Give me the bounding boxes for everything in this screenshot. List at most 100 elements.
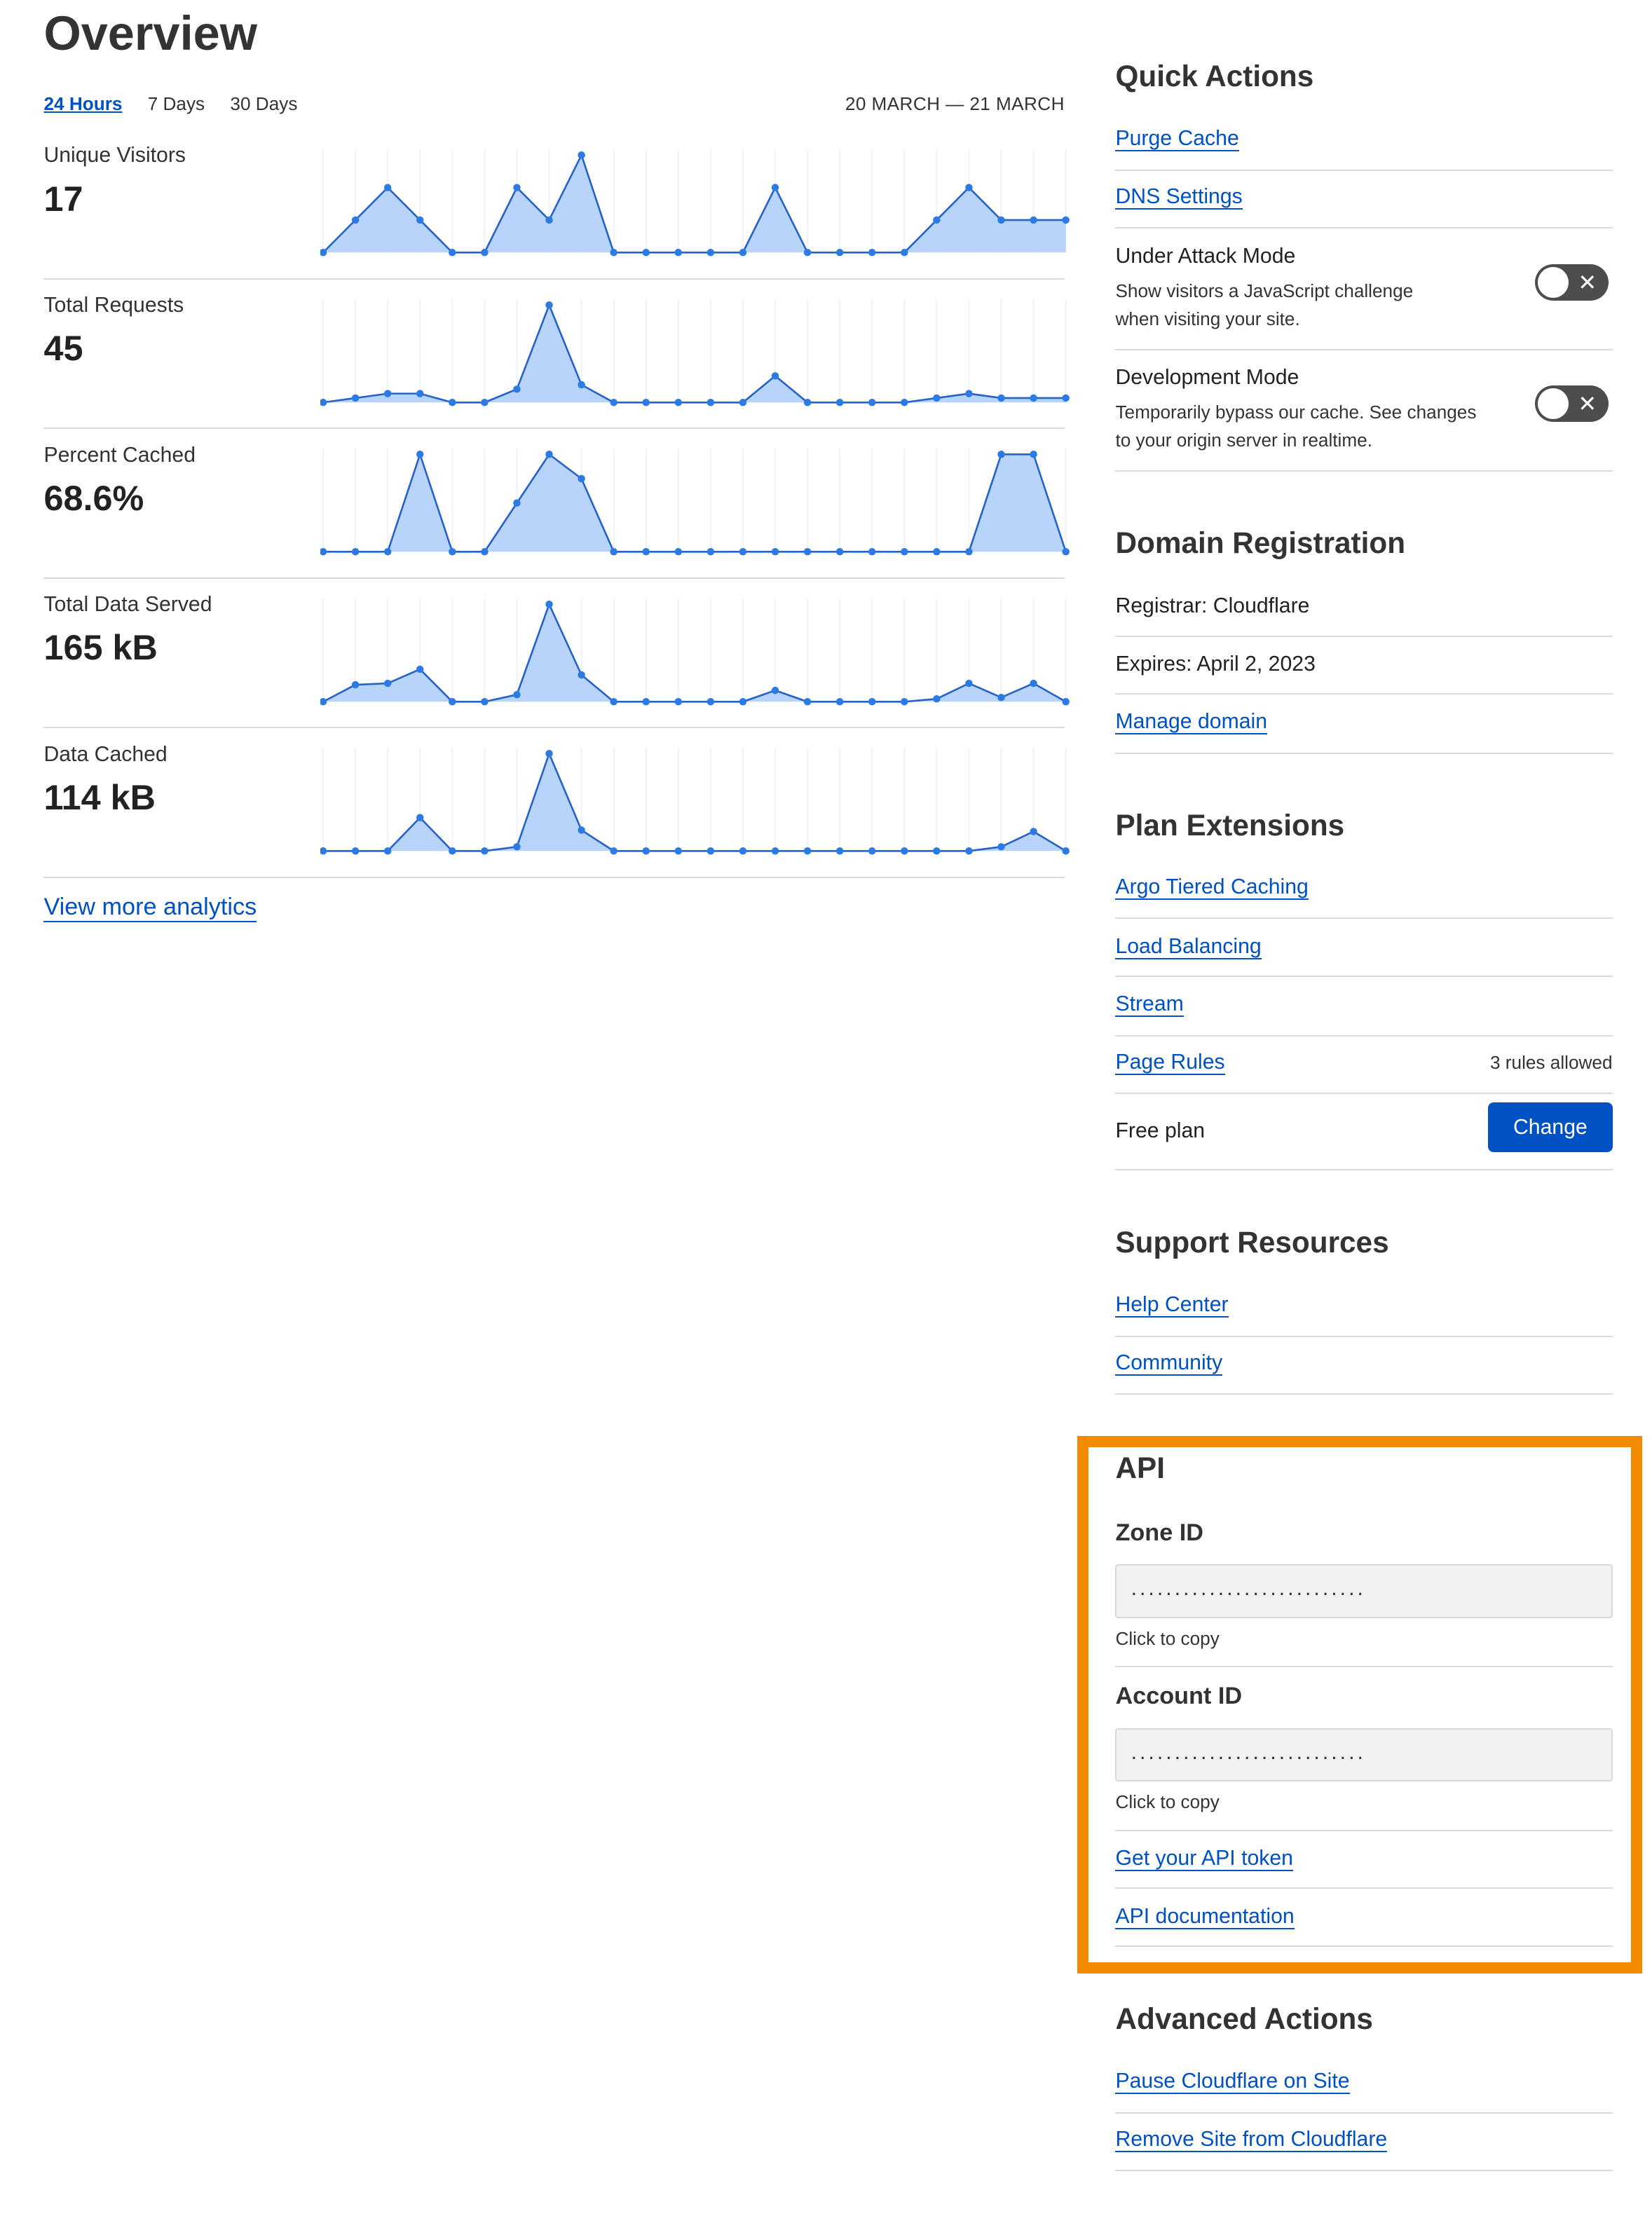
data-point[interactable] <box>384 390 392 397</box>
data-point[interactable] <box>320 249 327 256</box>
data-point[interactable] <box>352 548 360 556</box>
data-point[interactable] <box>449 548 456 556</box>
data-point[interactable] <box>449 847 456 855</box>
data-point[interactable] <box>513 184 521 192</box>
account-id-field[interactable]: ........................... <box>1115 1728 1613 1782</box>
data-point[interactable] <box>545 750 554 758</box>
pause-cloudflare-link[interactable]: Pause Cloudflare on Site <box>1115 2070 1350 2095</box>
help-center-link[interactable]: Help Center <box>1115 1293 1229 1318</box>
data-point[interactable] <box>772 548 779 556</box>
data-point[interactable] <box>481 249 489 256</box>
data-point[interactable] <box>965 390 973 397</box>
data-point[interactable] <box>1030 828 1038 836</box>
data-point[interactable] <box>513 843 521 851</box>
api-documentation-link[interactable]: API documentation <box>1115 1904 1295 1929</box>
data-point[interactable] <box>416 814 424 822</box>
data-point[interactable] <box>1030 451 1038 458</box>
data-point[interactable] <box>772 847 779 855</box>
data-point[interactable] <box>868 548 876 556</box>
data-point[interactable] <box>706 398 715 406</box>
data-point[interactable] <box>674 847 683 855</box>
tab-30-days[interactable]: 30 Days <box>230 93 298 114</box>
data-point[interactable] <box>449 697 456 706</box>
zone-id-field[interactable]: ........................... <box>1115 1564 1613 1618</box>
data-point[interactable] <box>901 847 908 855</box>
data-point[interactable] <box>578 826 586 835</box>
change-plan-button[interactable]: Change <box>1488 1102 1613 1152</box>
remove-site-link[interactable]: Remove Site from Cloudflare <box>1115 2127 1388 2152</box>
data-point[interactable] <box>868 697 876 706</box>
data-point[interactable] <box>836 398 844 406</box>
data-point[interactable] <box>416 390 424 397</box>
data-point[interactable] <box>1030 217 1038 224</box>
data-point[interactable] <box>901 249 908 256</box>
data-point[interactable] <box>320 548 327 556</box>
data-point[interactable] <box>739 249 747 256</box>
data-point[interactable] <box>804 847 812 855</box>
data-point[interactable] <box>320 847 327 855</box>
data-point[interactable] <box>1030 679 1038 688</box>
data-point[interactable] <box>933 217 941 224</box>
data-point[interactable] <box>772 371 779 380</box>
data-point[interactable] <box>642 847 650 855</box>
data-point[interactable] <box>997 217 1006 224</box>
data-point[interactable] <box>642 697 650 706</box>
data-point[interactable] <box>997 394 1006 402</box>
data-point[interactable] <box>578 475 586 483</box>
data-point[interactable] <box>933 394 941 402</box>
data-point[interactable] <box>320 697 327 706</box>
data-point[interactable] <box>868 249 876 256</box>
data-point[interactable] <box>739 847 747 855</box>
data-point[interactable] <box>868 847 876 855</box>
data-point[interactable] <box>513 499 521 507</box>
data-point[interactable] <box>610 249 618 256</box>
data-point[interactable] <box>739 548 747 556</box>
data-point[interactable] <box>545 600 554 608</box>
data-point[interactable] <box>997 693 1006 702</box>
data-point[interactable] <box>416 451 424 458</box>
data-point[interactable] <box>804 548 812 556</box>
data-point[interactable] <box>416 217 424 224</box>
data-point[interactable] <box>772 686 779 695</box>
tab-7-days[interactable]: 7 Days <box>147 93 205 114</box>
data-point[interactable] <box>481 398 489 406</box>
data-point[interactable] <box>513 690 521 699</box>
data-point[interactable] <box>610 697 618 706</box>
data-point[interactable] <box>1062 548 1070 556</box>
data-point[interactable] <box>642 398 650 406</box>
data-point[interactable] <box>416 665 424 673</box>
data-point[interactable] <box>674 249 683 256</box>
data-point[interactable] <box>352 217 360 224</box>
data-point[interactable] <box>836 249 844 256</box>
data-point[interactable] <box>642 548 650 556</box>
data-point[interactable] <box>352 680 360 689</box>
data-point[interactable] <box>901 398 908 406</box>
stream-link[interactable]: Stream <box>1115 992 1184 1018</box>
data-point[interactable] <box>965 847 973 855</box>
data-point[interactable] <box>545 451 554 458</box>
dns-settings-link[interactable]: DNS Settings <box>1115 184 1243 210</box>
data-point[interactable] <box>320 398 327 406</box>
manage-domain-link[interactable]: Manage domain <box>1115 710 1268 735</box>
data-point[interactable] <box>836 697 844 706</box>
data-point[interactable] <box>578 151 586 159</box>
data-point[interactable] <box>610 398 618 406</box>
get-api-token-link[interactable]: Get your API token <box>1115 1846 1293 1871</box>
data-point[interactable] <box>674 398 683 406</box>
data-point[interactable] <box>933 847 941 855</box>
argo-tiered-caching-link[interactable]: Argo Tiered Caching <box>1115 875 1309 900</box>
data-point[interactable] <box>1062 217 1070 224</box>
data-point[interactable] <box>449 249 456 256</box>
data-point[interactable] <box>901 697 908 706</box>
data-point[interactable] <box>513 385 521 393</box>
data-point[interactable] <box>352 847 360 855</box>
data-point[interactable] <box>384 847 392 855</box>
data-point[interactable] <box>706 697 715 706</box>
data-point[interactable] <box>965 679 973 688</box>
data-point[interactable] <box>1062 394 1070 402</box>
data-point[interactable] <box>481 548 489 556</box>
purge-cache-link[interactable]: Purge Cache <box>1115 127 1239 152</box>
data-point[interactable] <box>739 697 747 706</box>
data-point[interactable] <box>706 847 715 855</box>
under-attack-toggle[interactable]: ✕ <box>1534 264 1609 301</box>
